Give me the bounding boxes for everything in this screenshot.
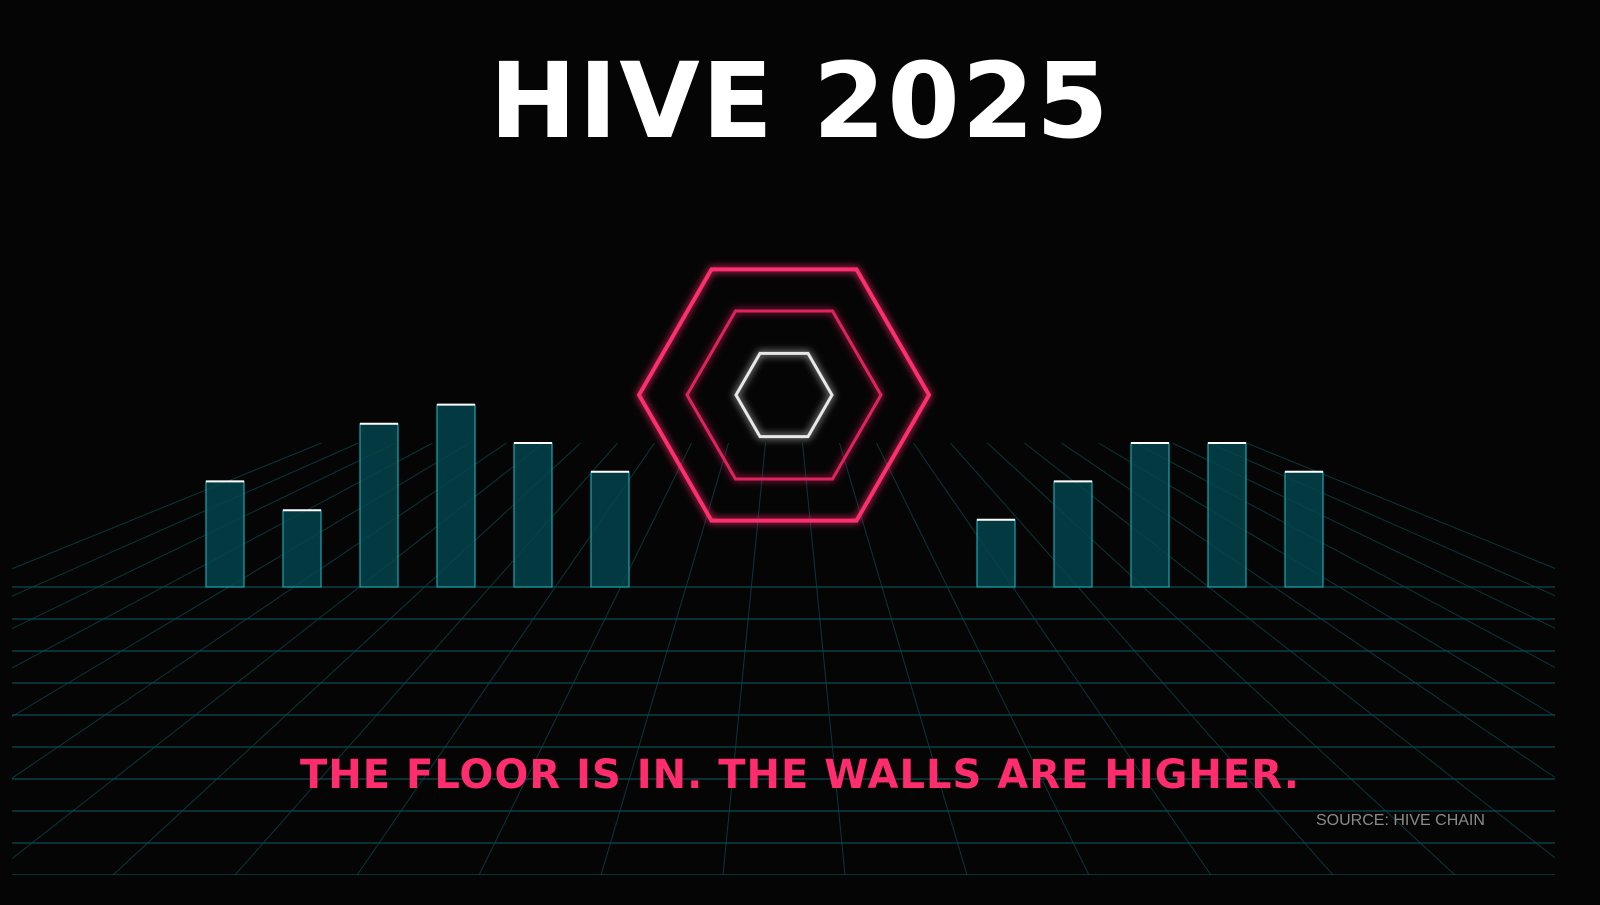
tagline: THE FLOOR IS IN. THE WALLS ARE HIGHER. [300, 752, 1300, 798]
grid-perspective-line [12, 443, 470, 718]
hexagon-middle [685, 309, 883, 481]
grid-perspective-line [839, 443, 968, 875]
grid-perspective-line [12, 443, 507, 779]
grid-perspective-line [950, 443, 1334, 875]
source-note: SOURCE: HIVE CHAIN [1316, 812, 1485, 829]
hexagon-outer [636, 267, 932, 523]
bar-left [282, 509, 322, 588]
bar-right [1053, 480, 1093, 588]
hexagon-inner [734, 351, 834, 439]
bar-left [359, 423, 399, 588]
bar-right [1130, 442, 1170, 588]
grid-perspective-line [722, 443, 766, 875]
page-title: HIVE 2025 [489, 40, 1111, 162]
bar-right [1284, 471, 1324, 588]
grid-perspective-line [12, 443, 359, 597]
grid-perspective-line [1135, 443, 1555, 668]
bar-right [1207, 442, 1247, 588]
grid-perspective-line [1024, 443, 1555, 859]
bar-left [205, 480, 245, 588]
bar-left [513, 442, 553, 588]
grid-perspective-line [1098, 443, 1555, 717]
grid-perspective-line [234, 443, 618, 875]
grid-perspective-line [876, 443, 1090, 875]
grid-perspective-line [112, 443, 581, 875]
hexagon-rings-icon [636, 267, 932, 523]
grid-perspective-line [478, 443, 692, 875]
grid-perspective-line [1209, 443, 1555, 597]
bar-right [976, 519, 1016, 588]
grid-perspective-line [12, 443, 396, 630]
bar-left [436, 404, 476, 588]
grid-perspective-line [12, 443, 322, 570]
grid-perspective-line [913, 443, 1212, 875]
bar-left [590, 471, 630, 588]
grid-perspective-line [1246, 443, 1555, 569]
bars [205, 403, 1324, 588]
grid-perspective-line [802, 443, 846, 875]
